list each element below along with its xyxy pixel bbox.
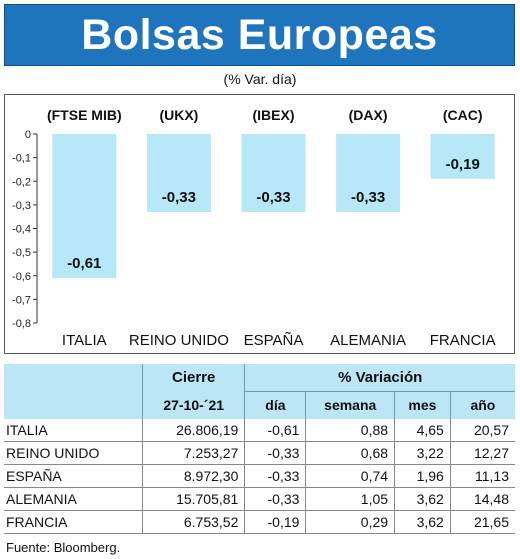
semana-cell: 0,88: [305, 418, 396, 442]
mes-header: mes: [394, 391, 451, 419]
index-label: (UKX): [159, 107, 198, 123]
cierre-header: Cierre: [142, 364, 246, 392]
y-tick-label: 0: [25, 129, 31, 141]
anio-cell: 12,27: [450, 441, 515, 465]
dia-cell: -0,33: [244, 441, 307, 465]
bar-chart: 0 -0,1 -0,2 -0,3 -0,4 -0,5 -0,6 -0,7 -0,8 -0,61 (F…: [12, 107, 496, 349]
index-label: (CAC): [443, 107, 483, 123]
variacion-header: % Variación: [244, 364, 515, 392]
cierre-cell: 7.253,27: [142, 441, 246, 465]
table-row: REINO UNIDO 7.253,27 -0,33 0,68 3,22 12,27: [4, 441, 515, 465]
corner-header-2: [4, 391, 143, 419]
chart-frame: 0 -0,1 -0,2 -0,3 -0,4 -0,5 -0,6 -0,7 -0,8 -0,61 (F…: [4, 94, 515, 354]
y-tick-label: -0,6: [12, 271, 31, 283]
mes-cell: 3,22: [394, 441, 451, 465]
mes-cell: 1,96: [394, 464, 451, 488]
index-label: (FTSE MIB): [47, 107, 122, 123]
semana-cell: 0,68: [305, 441, 396, 465]
bar-value-label: -0,33: [256, 189, 290, 206]
table-row: ITALIA 26.806,19 -0,61 0,88 4,65 20,57: [4, 418, 515, 442]
category-label: ESPAÑA: [244, 332, 304, 349]
table-row: FRANCIA 6.753,52 -0,19 0,29 3,62 21,65: [4, 510, 515, 534]
cierre-cell: 6.753,52: [142, 510, 246, 534]
market-table: Cierre % Variación 27-10-´21 día semana …: [4, 364, 515, 534]
cierre-cell: 26.806,19: [142, 418, 246, 442]
bar: [336, 134, 401, 212]
bar: [241, 134, 306, 212]
semana-cell: 1,05: [305, 487, 396, 511]
category-label: REINO UNIDO: [129, 332, 229, 349]
title-banner: Bolsas Europeas: [4, 4, 515, 66]
y-tick-label: -0,5: [12, 247, 31, 259]
page-title: Bolsas Europeas: [81, 10, 438, 59]
dia-cell: -0,19: [244, 510, 307, 534]
table-row: ALEMANIA 15.705,81 -0,33 1,05 3,62 14,48: [4, 487, 515, 511]
anio-header: año: [450, 391, 515, 419]
anio-cell: 20,57: [450, 418, 515, 442]
bar-value-label: -0,33: [162, 189, 196, 206]
index-label: (IBEX): [253, 107, 295, 123]
index-label: (DAX): [349, 107, 388, 123]
semana-cell: 0,29: [305, 510, 396, 534]
anio-cell: 11,13: [450, 464, 515, 488]
date-header: 27-10-´21: [142, 391, 246, 419]
dia-cell: -0,33: [244, 464, 307, 488]
mes-cell: 3,62: [394, 487, 451, 511]
semana-cell: 0,74: [305, 464, 396, 488]
country-cell: FRANCIA: [4, 510, 143, 534]
country-cell: REINO UNIDO: [4, 441, 143, 465]
mes-cell: 4,65: [394, 418, 451, 442]
cierre-cell: 8.972,30: [142, 464, 246, 488]
mes-cell: 3,62: [394, 510, 451, 534]
bar-value-label: -0,33: [351, 189, 385, 206]
y-tick-label: -0,2: [12, 176, 31, 188]
category-label: ALEMANIA: [330, 332, 406, 349]
anio-cell: 14,48: [450, 487, 515, 511]
bar: [146, 134, 211, 212]
bar-value-label: -0,19: [446, 156, 480, 173]
y-tick-label: -0,8: [12, 318, 31, 330]
category-label: FRANCIA: [430, 332, 496, 349]
y-tick-label: -0,3: [12, 200, 31, 212]
table-body: ITALIA 26.806,19 -0,61 0,88 4,65 20,57 REINO U…: [4, 418, 515, 534]
semana-header: semana: [305, 391, 396, 419]
dia-cell: -0,61: [244, 418, 307, 442]
country-cell: ESPAÑA: [4, 464, 143, 488]
country-cell: ITALIA: [4, 418, 143, 442]
bar-value-label: -0,61: [67, 255, 101, 272]
cierre-cell: 15.705,81: [142, 487, 246, 511]
y-tick-label: -0,1: [12, 153, 31, 165]
data-table-container: Cierre % Variación 27-10-´21 día semana …: [4, 364, 515, 534]
y-tick-label: -0,7: [12, 294, 31, 306]
table-row: ESPAÑA 8.972,30 -0,33 0,74 1,96 11,13: [4, 464, 515, 488]
dia-cell: -0,33: [244, 487, 307, 511]
bar: [430, 134, 495, 179]
source-note: Fuente: Bloomberg.: [6, 540, 121, 555]
dia-header: día: [244, 391, 307, 419]
country-cell: ALEMANIA: [4, 487, 143, 511]
corner-header: [4, 364, 143, 392]
y-tick-label: -0,4: [12, 224, 31, 236]
chart-subtitle: (% Var. día): [223, 71, 297, 87]
anio-cell: 21,65: [450, 510, 515, 534]
bar: [52, 134, 117, 279]
category-label: ITALIA: [62, 332, 107, 349]
